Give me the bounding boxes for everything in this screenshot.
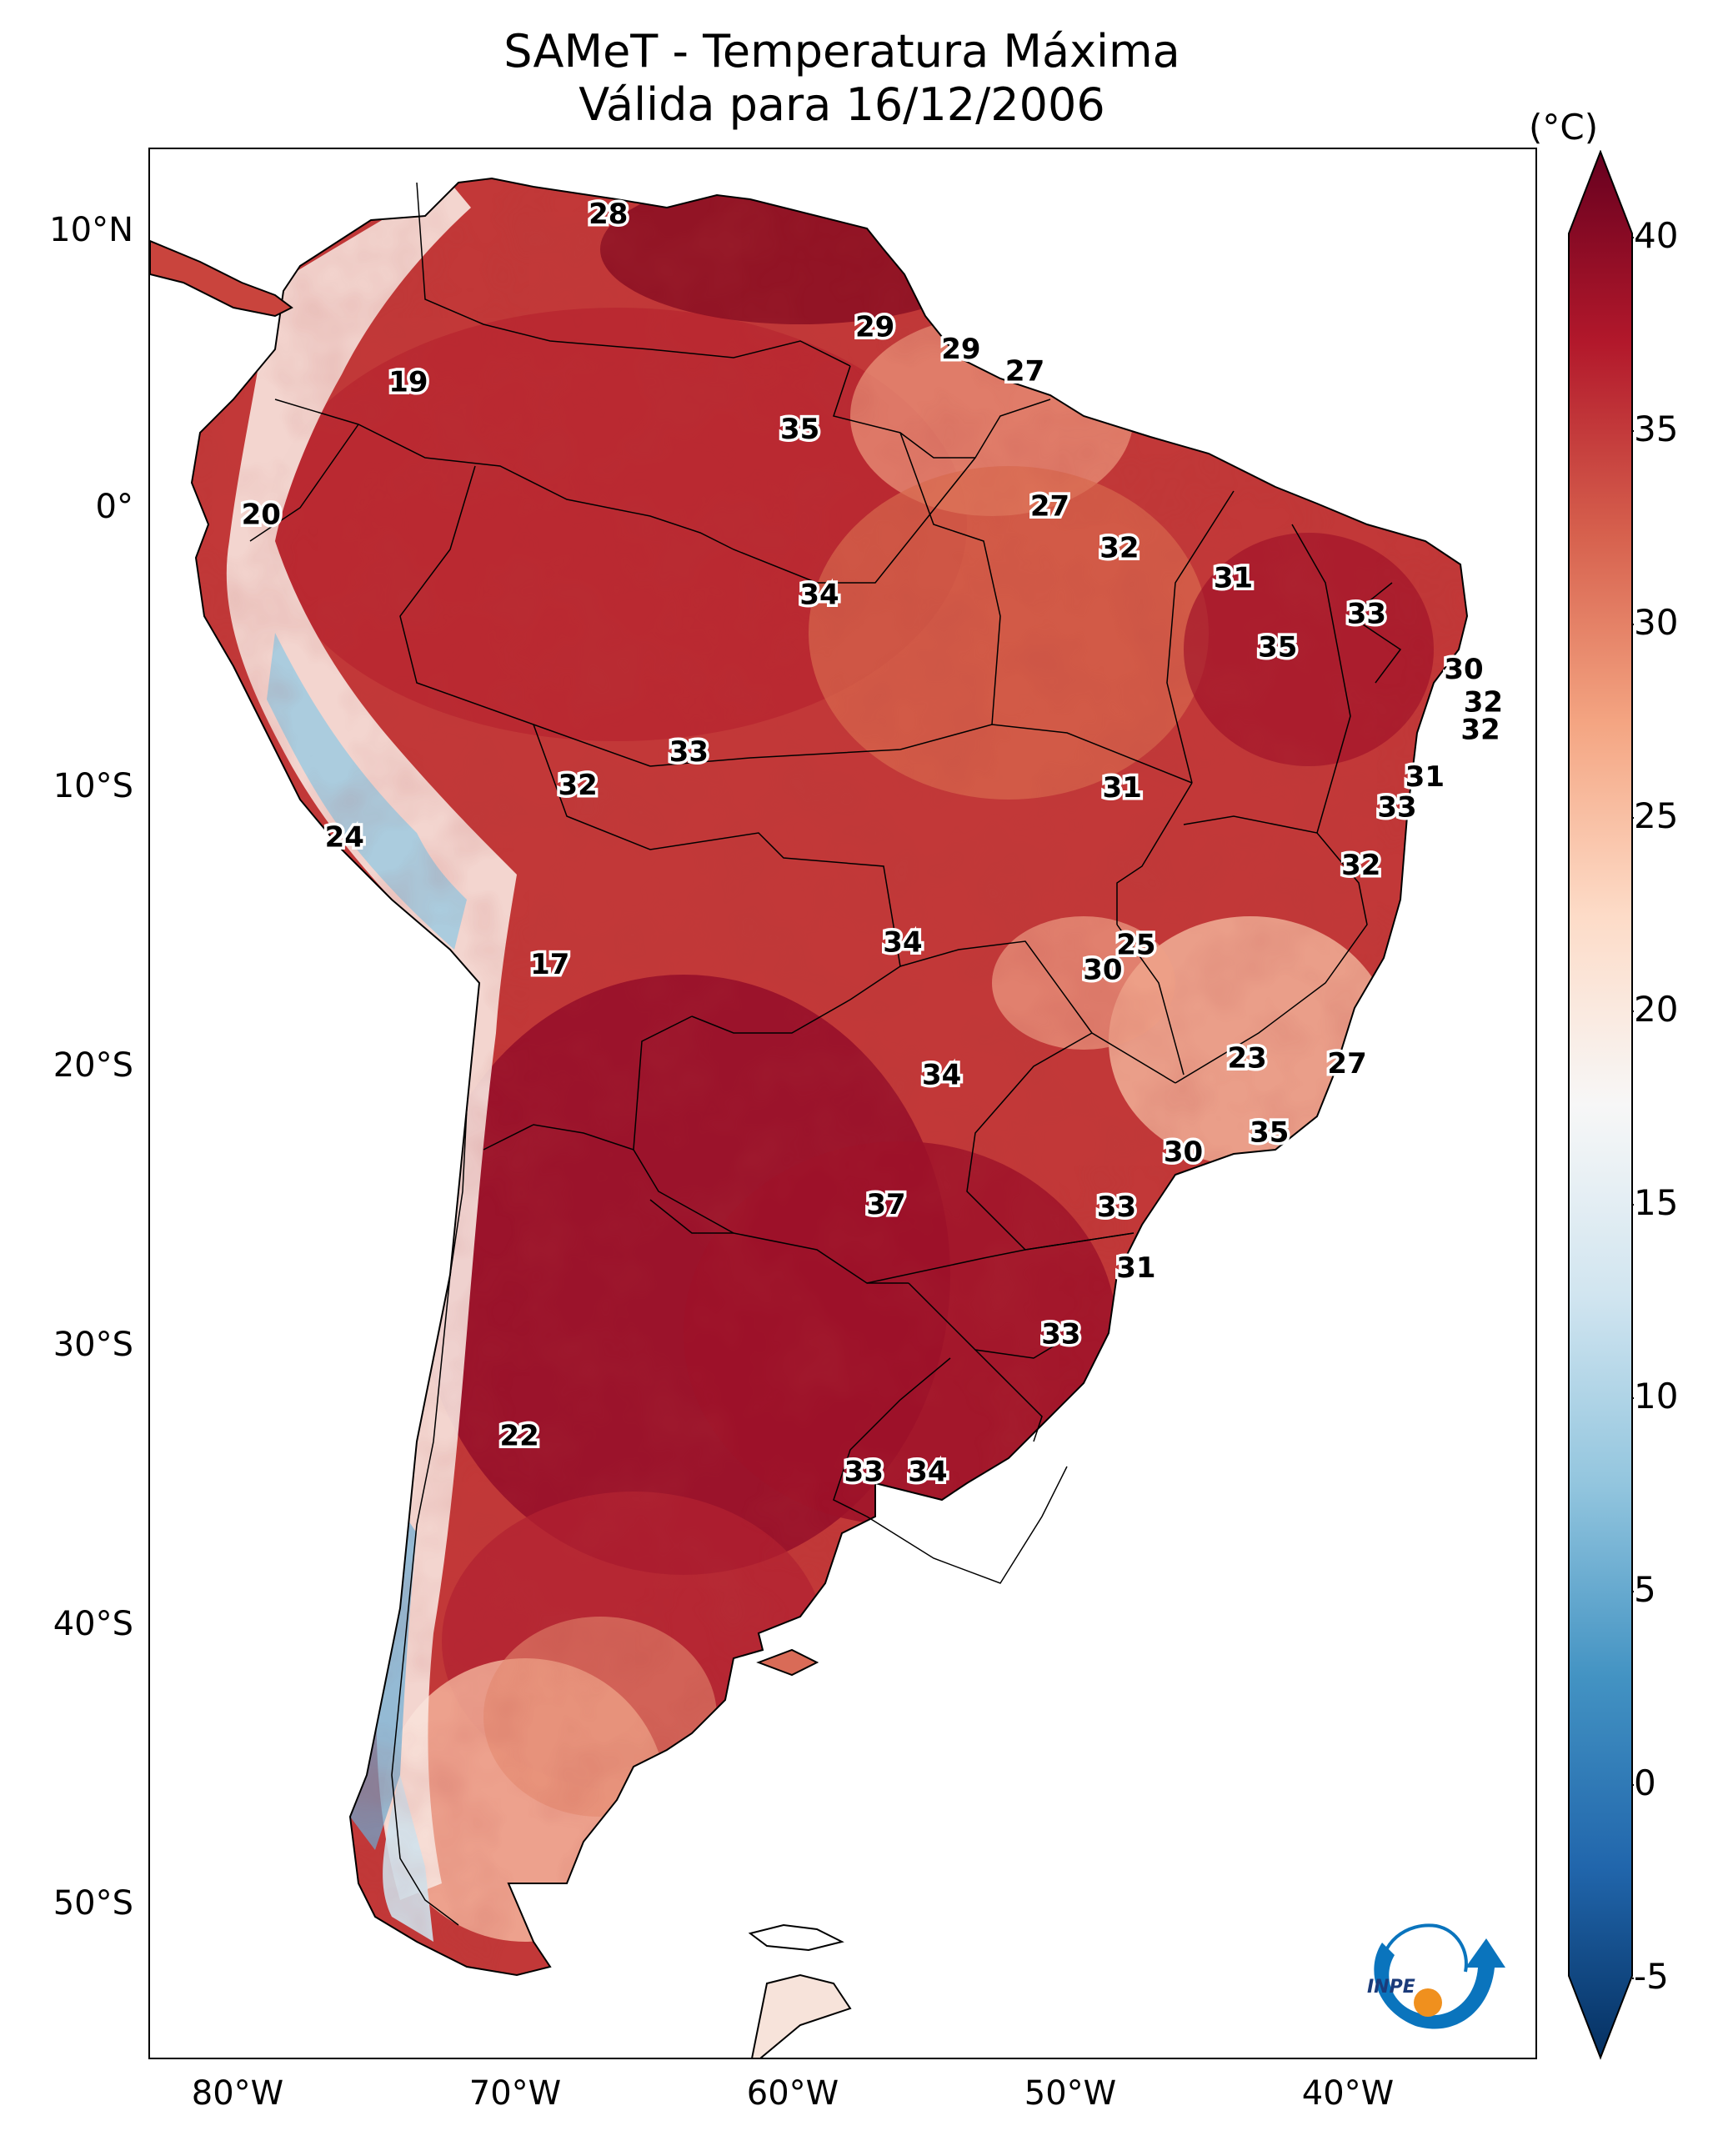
temperature-label: 34 [908,1456,947,1489]
title-line-2: Válida para 16/12/2006 [579,78,1105,131]
lat-tick: 10°S [53,767,133,805]
temperature-label: 35 [1258,630,1297,664]
temperature-label: 24 [325,821,364,855]
temperature-label: 27 [1327,1047,1366,1081]
colorbar-tick: 15 [1634,1182,1679,1223]
colorbar-tick: 10 [1634,1376,1679,1416]
lon-tick: 50°W [1024,2074,1117,2113]
lon-tick: 70°W [468,2074,562,2113]
lon-tick: 60°W [746,2074,839,2113]
temperature-label: 17 [530,948,569,981]
temperature-label: 32 [1464,686,1503,720]
temperature-label: 33 [1377,790,1416,824]
colorbar-tick: 35 [1634,409,1679,449]
temperature-label: 32 [1099,531,1139,564]
colorbar-tick: 20 [1634,989,1679,1030]
temperature-label: 33 [1347,598,1386,631]
colorbar-unit: (°C) [1529,107,1599,148]
temperature-label: 20 [242,499,281,532]
temperature-label: 35 [780,413,819,446]
temperature-label: 34 [922,1058,961,1091]
lat-tick: 40°S [53,1605,133,1643]
lat-tick: 0° [95,488,133,526]
lat-tick: 20°S [53,1046,133,1085]
inpe-logo: INPE [1367,1923,1505,2029]
lon-tick: 40°W [1301,2074,1395,2113]
temperature-label: 37 [866,1188,905,1221]
colorbar-tick: 30 [1634,602,1679,643]
temperature-label: 34 [799,579,839,612]
map-title: SAMeT - Temperatura Máxima Válida para 1… [150,25,1534,132]
temperature-label: 34 [883,925,922,959]
temperature-label: 27 [1005,355,1044,389]
temperature-label: 31 [1103,771,1142,805]
lat-tick: 10°N [49,211,133,249]
temperature-label: 33 [669,735,709,769]
temperature-label: 31 [1405,760,1445,794]
temperature-label: 31 [1116,1251,1155,1285]
colorbar-tick: 0 [1634,1762,1656,1803]
central-america [150,239,293,318]
temperature-label: 29 [855,311,894,344]
coastline [190,177,1469,1977]
title-line-1: SAMeT - Temperatura Máxima [503,25,1180,78]
temperature-label: 32 [1341,849,1380,882]
temperature-field [192,178,1467,1975]
island [756,1648,819,1677]
temperature-label: 22 [499,1420,538,1453]
colorbar [1568,150,1634,2060]
logo-wordmark: INPE [1367,1977,1415,1998]
temperature-label: 33 [844,1456,884,1489]
temperature-label: 32 [1460,714,1500,747]
temperature-label: 23 [1227,1041,1266,1075]
temperature-label: 30 [1164,1136,1203,1169]
map-panel: 28 19 29 29 27 35 20 27 32 34 31 33 35 30 32 32 33 32 31 31… [148,148,1537,2059]
political-borders [249,182,1402,1926]
temperature-label: 33 [1097,1191,1136,1224]
temperature-label: 25 [1116,929,1155,962]
lon-tick: 80°W [191,2074,284,2113]
temperature-label: 19 [388,366,428,399]
temperature-label: 28 [589,198,628,231]
colorbar-tick: 25 [1634,795,1679,836]
temperature-label: 33 [1041,1317,1080,1351]
temperature-label: 27 [1030,490,1069,524]
temperature-label: 29 [941,333,980,366]
temperature-label: 31 [1214,562,1253,595]
falkland-islands [748,1923,844,1952]
tierra-del-fuego [751,1973,852,2058]
temperature-label: 30 [1444,653,1483,686]
colorbar-tick: -5 [1634,1956,1669,1997]
colorbar-tick: 5 [1634,1569,1656,1610]
temperature-label: 30 [1083,954,1122,987]
colorbar-tick: 40 [1634,215,1679,256]
lat-tick: 30°S [53,1326,133,1364]
temperature-label: 32 [558,769,597,802]
temperature-label: 35 [1250,1116,1289,1150]
lat-tick: 50°S [53,1884,133,1923]
